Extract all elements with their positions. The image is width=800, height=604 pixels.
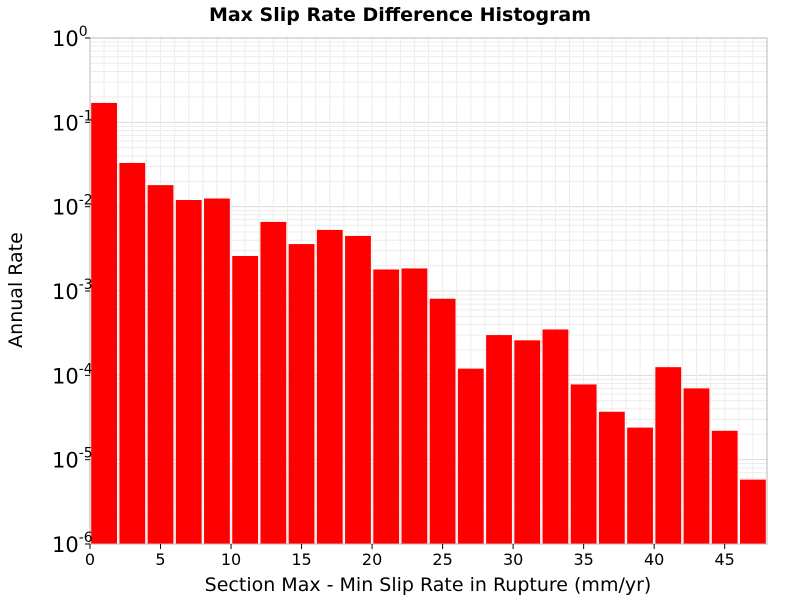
chart-title: Max Slip Rate Difference Histogram bbox=[209, 4, 591, 26]
histogram-bar bbox=[739, 479, 766, 544]
histogram-bar bbox=[457, 368, 484, 544]
histogram-bar bbox=[119, 162, 146, 544]
histogram-bar bbox=[514, 340, 541, 544]
histogram-bar bbox=[401, 268, 428, 544]
histogram-bar bbox=[429, 298, 456, 544]
histogram-bar bbox=[316, 229, 343, 544]
y-tick-label: 10-5 bbox=[52, 446, 93, 473]
x-axis-label: Section Max - Min Slip Rate in Rupture (… bbox=[205, 574, 652, 596]
histogram-bar bbox=[373, 269, 400, 544]
x-tick-label: 30 bbox=[503, 550, 523, 569]
x-tick-label: 5 bbox=[155, 550, 165, 569]
y-tick-label: 10-1 bbox=[52, 108, 93, 135]
x-tick-label: 15 bbox=[291, 550, 311, 569]
y-tick-label: 10-4 bbox=[52, 361, 93, 388]
histogram-bar bbox=[542, 329, 569, 544]
histogram-bar bbox=[260, 221, 287, 544]
histogram-bar bbox=[91, 102, 118, 545]
histogram-bar bbox=[147, 185, 174, 545]
histogram-bar bbox=[683, 388, 710, 544]
histogram-bar bbox=[486, 335, 512, 544]
y-tick-label: 10-2 bbox=[52, 193, 93, 220]
y-tick-label: 10-3 bbox=[52, 277, 93, 304]
histogram-bar bbox=[232, 256, 259, 544]
y-tick-layer: 100 10-1 10-2 10-3 10-4 10-5 10-6 bbox=[52, 24, 93, 557]
x-tick-label: 35 bbox=[573, 550, 593, 569]
x-tick-label: 45 bbox=[715, 550, 735, 569]
histogram-bar bbox=[627, 427, 653, 544]
x-tick-label: 10 bbox=[221, 550, 241, 569]
x-tick-label: 20 bbox=[362, 550, 382, 569]
histogram-bar bbox=[345, 235, 371, 544]
x-tick-label: 40 bbox=[644, 550, 664, 569]
histogram-bar bbox=[655, 367, 682, 544]
histogram-bar bbox=[570, 384, 597, 544]
y-axis-label: Annual Rate bbox=[5, 232, 27, 348]
histogram-bar bbox=[598, 411, 625, 544]
histogram-bar bbox=[175, 199, 202, 544]
histogram-bar bbox=[711, 430, 738, 544]
x-tick-layer: 0 5 10 15 20 25 30 35 40 45 bbox=[85, 544, 735, 569]
y-tick-label: 100 bbox=[52, 24, 88, 51]
y-tick-label: 10-6 bbox=[52, 530, 93, 557]
bar-layer bbox=[91, 102, 766, 545]
histogram-bar bbox=[288, 244, 315, 545]
x-tick-label: 0 bbox=[85, 550, 95, 569]
histogram-bar bbox=[204, 198, 230, 544]
x-tick-label: 25 bbox=[432, 550, 452, 569]
